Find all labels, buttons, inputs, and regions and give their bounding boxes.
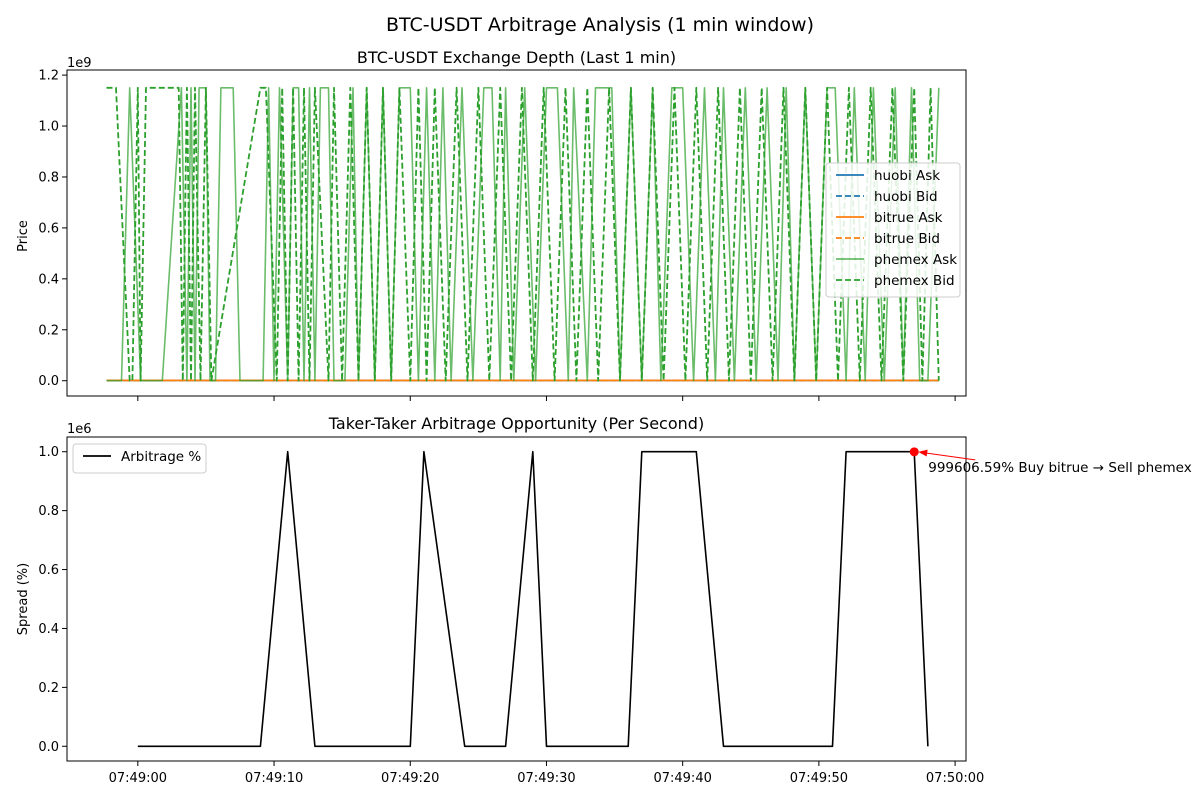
arbitrage-series-arbitrage	[137, 450, 929, 748]
depth-y-tick-label: 0.6	[38, 221, 59, 236]
arbitrage-plot-frame	[66, 436, 967, 762]
arbitrage-legend-box	[72, 443, 207, 474]
depth-y-tick-label: 0.0	[38, 374, 59, 389]
arbitrage-y-tick-label: 0.4	[38, 622, 59, 637]
arbitrage-panel-title: Taker-Taker Arbitrage Opportunity (Per S…	[328, 414, 704, 433]
depth-legend-label-phemex-ask: phemex Ask	[874, 252, 957, 268]
arbitrage-series-group	[137, 450, 929, 748]
arbitrage-panel: Taker-Taker Arbitrage Opportunity (Per S…	[16, 414, 1192, 786]
arbitrage-annotation-arrowhead	[918, 449, 928, 457]
depth-legend: huobi Ask huobi Bid bitrue Ask bitrue Bid ph…	[825, 162, 961, 298]
arbitrage-x-tick-label: 07:50:00	[926, 771, 984, 786]
depth-y-tick-label: 0.4	[38, 272, 59, 287]
depth-scale-label: 1e9	[67, 56, 92, 71]
depth-plot-frame	[66, 69, 967, 397]
arbitrage-y-tick-label: 0.0	[38, 740, 59, 755]
arbitrage-y-tick-label: 0.2	[38, 681, 59, 696]
arbitrage-x-tick-label: 07:49:40	[653, 771, 711, 786]
depth-y-tick-label: 1.0	[38, 120, 59, 135]
arbitrage-x-tick-label: 07:49:20	[381, 771, 439, 786]
arbitrage-y-axis-title: Spread (%)	[16, 563, 31, 635]
depth-legend-label-phemex-bid: phemex Bid	[874, 273, 955, 289]
arbitrage-y-tick-label: 0.8	[38, 504, 59, 519]
arbitrage-annotation-arrow	[921, 451, 976, 461]
depth-y-axis-title: Price	[16, 220, 31, 252]
depth-series-group	[106, 86, 940, 382]
depth-y-tick-label: 0.2	[38, 323, 59, 338]
depth-series-phemex-ask	[106, 87, 940, 382]
depth-series-phemex-bid	[106, 86, 940, 382]
figure-suptitle: BTC-USDT Arbitrage Analysis (1 min windo…	[386, 14, 814, 36]
arbitrage-x-tick-label: 07:49:50	[790, 771, 848, 786]
depth-panel-title: BTC-USDT Exchange Depth (Last 1 min)	[357, 48, 676, 67]
arbitrage-annotation: 999606.59% Buy bitrue → Sell phemex	[909, 447, 1192, 476]
depth-panel: BTC-USDT Exchange Depth (Last 1 min) 1e9…	[16, 48, 967, 401]
arbitrage-legend: Arbitrage %	[72, 443, 207, 474]
depth-legend-label-bitrue-ask: bitrue Ask	[874, 210, 943, 226]
arbitrage-annotation-text: 999606.59% Buy bitrue → Sell phemex	[928, 460, 1191, 476]
arbitrage-x-ticks: 07:49:00 07:49:10 07:49:20 07:49:30 07:49:40…	[109, 761, 984, 786]
depth-legend-label-huobi-bid: huobi Bid	[874, 189, 938, 205]
depth-legend-label-bitrue-bid: bitrue Bid	[874, 231, 940, 247]
arbitrage-x-tick-label: 07:49:30	[517, 771, 575, 786]
depth-y-tick-label: 0.8	[38, 170, 59, 185]
depth-x-ticks	[137, 396, 956, 401]
arbitrage-y-ticks: 0.0 0.2 0.4 0.6 0.8 1.0	[38, 445, 67, 755]
arbitrage-x-tick-label: 07:49:10	[245, 771, 303, 786]
arbitrage-highlight-point	[909, 447, 919, 457]
arbitrage-y-tick-label: 0.6	[38, 563, 59, 578]
depth-y-ticks: 0.0 0.2 0.4 0.6 0.8 1.0 1.2	[38, 69, 67, 389]
arbitrage-y-tick-label: 1.0	[38, 445, 59, 460]
depth-y-tick-label: 1.2	[38, 69, 59, 84]
depth-legend-label-huobi-ask: huobi Ask	[874, 168, 940, 184]
arbitrage-legend-label-arbitrage: Arbitrage %	[121, 449, 201, 465]
arbitrage-scale-label: 1e6	[67, 422, 92, 437]
arbitrage-x-tick-label: 07:49:00	[109, 771, 167, 786]
